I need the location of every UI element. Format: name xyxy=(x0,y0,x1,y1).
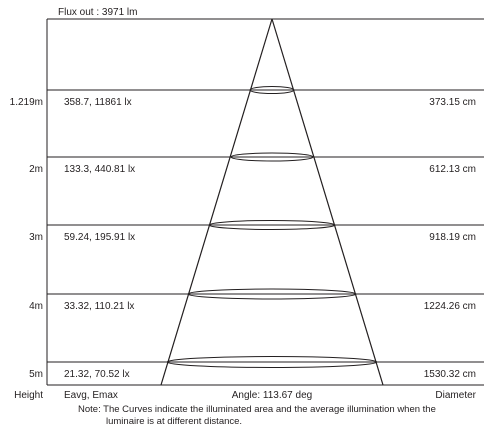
diameter-value: 918.19 cm xyxy=(429,232,476,243)
diameter-value: 1224.26 cm xyxy=(424,301,476,312)
cone-right-edge xyxy=(271,18,384,386)
footnote: Note: The Curves indicate the illuminate… xyxy=(78,404,478,428)
height-label: 2m xyxy=(29,164,43,175)
cone-left-edge xyxy=(160,18,273,386)
diameter-column-label: Diameter xyxy=(435,390,476,401)
height-label: 3m xyxy=(29,232,43,243)
illumination-value: 21.32, 70.52 lx xyxy=(64,369,130,380)
illumination-value: 59.24, 195.91 lx xyxy=(64,232,135,243)
row-1.219m: 1.219m 358.7, 11861 lx 373.15 cm xyxy=(10,86,484,108)
diameter-value: 612.13 cm xyxy=(429,164,476,175)
row-2m: 2m 133.3, 440.81 lx 612.13 cm xyxy=(29,152,484,175)
footnote-line-1: Note: The Curves indicate the illuminate… xyxy=(78,404,436,415)
footnote-line-2: luminaire is at different distance. xyxy=(106,416,243,427)
flux-label: Flux out : 3971 lm xyxy=(58,7,137,18)
height-column-label: Height xyxy=(14,390,43,401)
illumination-ellipse xyxy=(249,86,295,94)
row-5m: 5m 21.32, 70.52 lx 1530.32 cm xyxy=(29,356,484,380)
illumination-ellipse xyxy=(166,356,378,368)
illumination-value: 358.7, 11861 lx xyxy=(64,97,132,108)
row-3m: 3m 59.24, 195.91 lx 918.19 cm xyxy=(29,220,484,243)
beam-angle-label: Angle: 113.67 deg xyxy=(232,390,312,401)
illumination-column-label: Eavg, Emax xyxy=(64,390,118,401)
diameter-value: 1530.32 cm xyxy=(424,369,476,380)
illumination-ellipse xyxy=(187,288,357,300)
illumination-ellipse xyxy=(230,152,314,162)
illumination-value: 133.3, 440.81 lx xyxy=(64,164,135,175)
height-label: 1.219m xyxy=(10,97,43,108)
illumination-ellipse xyxy=(208,220,336,230)
row-4m: 4m 33.32, 110.21 lx 1224.26 cm xyxy=(29,288,484,312)
illumination-value: 33.32, 110.21 lx xyxy=(64,301,134,312)
diameter-value: 373.15 cm xyxy=(429,97,476,108)
height-label: 5m xyxy=(29,369,43,380)
height-label: 4m xyxy=(29,301,43,312)
